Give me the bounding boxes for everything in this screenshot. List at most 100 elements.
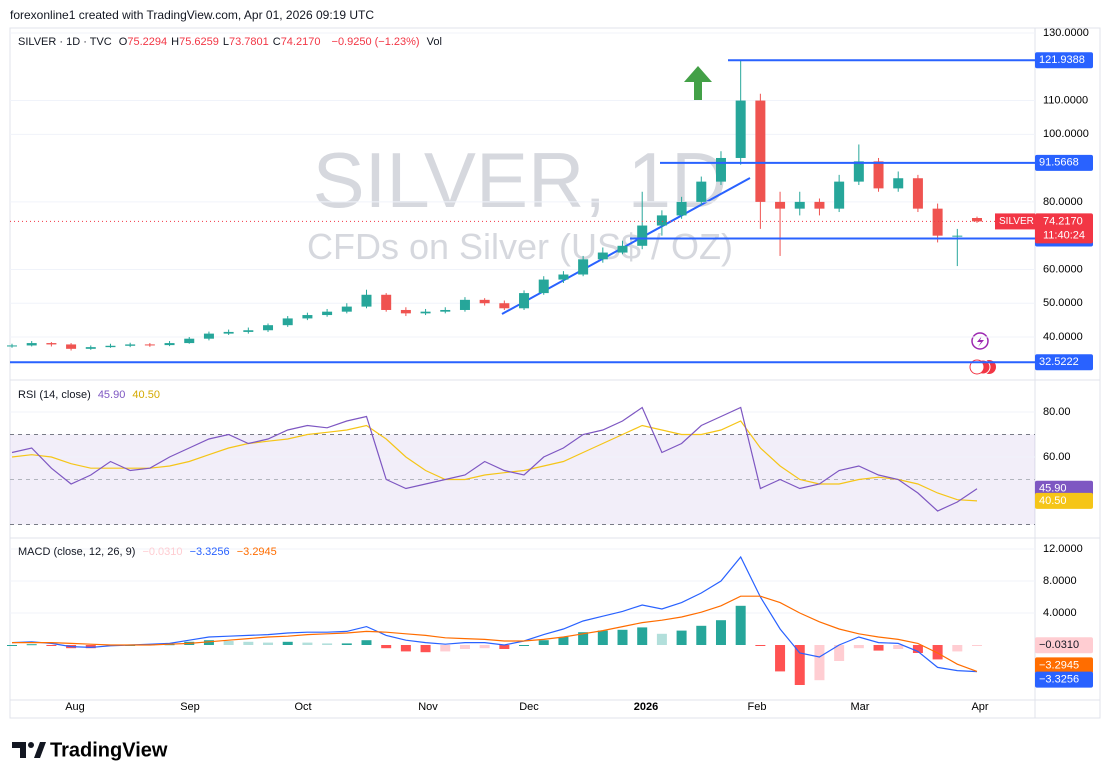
ohlc-value: 74.2170 [280, 36, 321, 48]
time-label: Aug [65, 701, 85, 713]
histogram-bar [519, 645, 530, 646]
candle-body [834, 181, 845, 209]
y-tick-label: 40.0000 [1043, 331, 1083, 343]
candle-body [243, 330, 254, 332]
histogram-bar [26, 644, 37, 646]
histogram-bar [873, 645, 884, 651]
candle-body [637, 225, 648, 246]
y-tick-label: 130.0000 [1043, 27, 1089, 39]
time-label: Mar [851, 701, 870, 713]
candle-body [46, 343, 57, 345]
histogram-bar [814, 645, 825, 681]
ohlc-value: 75.6259 [179, 36, 219, 48]
series-line [11, 555, 978, 673]
y-tick-label: 4.0000 [1043, 607, 1077, 619]
macd-value: −3.3256 [189, 546, 230, 558]
candle-body [125, 344, 136, 346]
candle-body [322, 311, 333, 316]
histogram-bar [656, 633, 667, 645]
candle-body [282, 318, 293, 326]
histogram-bar [243, 641, 254, 645]
histogram-bar [361, 640, 372, 645]
level-label: 91.5668 [1039, 157, 1079, 169]
ohlc-value: 73.7801 [228, 36, 269, 48]
histogram-bar [538, 640, 549, 645]
change: −0.9250 (−1.23%) [331, 36, 420, 48]
candle-body [440, 309, 451, 312]
y-tick-label: 80.0000 [1043, 196, 1083, 208]
level-label-bg [1035, 52, 1093, 69]
histogram-bar [617, 629, 628, 645]
candle-body [105, 345, 116, 348]
histogram-bar [223, 641, 234, 645]
histogram-bar [834, 645, 845, 661]
time-label: Feb [748, 701, 767, 713]
level-label-bg [1035, 354, 1093, 371]
y-tick-label: 60.0000 [1043, 263, 1083, 275]
histogram-bar [696, 625, 707, 645]
candle-body [617, 245, 628, 253]
rsi-title: RSI (14, close) [18, 389, 91, 401]
histogram-bar [46, 645, 57, 646]
candle-body [656, 215, 667, 226]
time-label: 2026 [634, 701, 658, 713]
hist-axis-bg [1035, 637, 1093, 654]
candle-body [26, 343, 37, 346]
candle-body [538, 279, 549, 294]
candle-body [85, 347, 96, 349]
candle-body [223, 331, 234, 334]
y-tick-label: 80.00 [1043, 406, 1071, 418]
candle-body [519, 293, 530, 309]
candle-body [184, 338, 195, 344]
legend-main: SILVER · 1D · TVC O75.2294 H75.6259 L73.78… [18, 36, 446, 48]
level-label-bg [1035, 154, 1093, 171]
candle-body [972, 218, 982, 222]
rsi-axis-label: 40.50 [1039, 495, 1067, 507]
histogram-bar [972, 645, 982, 646]
time-label: Nov [418, 701, 438, 713]
series-line [12, 595, 978, 672]
chart-frame [9, 27, 1101, 719]
candle-body [361, 294, 372, 307]
candle-body [912, 178, 923, 209]
rsi-axis-label: 45.90 [1039, 483, 1067, 495]
histogram-bar [341, 643, 352, 645]
histogram-bar [479, 645, 490, 649]
candle-body [499, 303, 510, 309]
histogram-bar [952, 645, 963, 652]
candle-body [775, 201, 786, 209]
candle-body [794, 201, 805, 209]
candle-body [715, 157, 726, 182]
candle-body [755, 100, 766, 202]
time-label: Oct [294, 701, 311, 713]
histogram-bar [302, 642, 313, 645]
candle-body [203, 333, 214, 339]
time-label: Dec [519, 701, 539, 713]
event-icon-bolt [977, 336, 984, 347]
rsi-axis-label-bg [1035, 480, 1093, 497]
rsi-ma-value: 40.50 [132, 389, 160, 401]
candle-body [7, 345, 17, 347]
symbol: SILVER · 1D · TVC [18, 36, 112, 48]
histogram-bar [85, 645, 96, 649]
volume: Vol [426, 36, 442, 48]
candle-body [459, 299, 470, 310]
rsi-value: 45.90 [97, 389, 126, 401]
histogram-bar [775, 645, 786, 672]
histogram-bar [912, 645, 923, 653]
level-label: 121.9388 [1039, 54, 1085, 66]
candle-body [479, 299, 490, 304]
candle-body [597, 252, 608, 260]
histogram-bar [893, 645, 904, 649]
last-price-tag: SILVER [999, 216, 1034, 227]
candle-body [558, 274, 569, 280]
event-icon [969, 359, 985, 375]
candle-body [400, 309, 411, 314]
level-label: 32.5222 [1039, 356, 1079, 368]
histogram-bar [676, 630, 687, 645]
last-price-bg [1035, 213, 1093, 244]
candle-body [932, 208, 943, 236]
hist-axis-label: −0.0310 [1039, 639, 1079, 651]
histogram-bar [7, 645, 17, 646]
